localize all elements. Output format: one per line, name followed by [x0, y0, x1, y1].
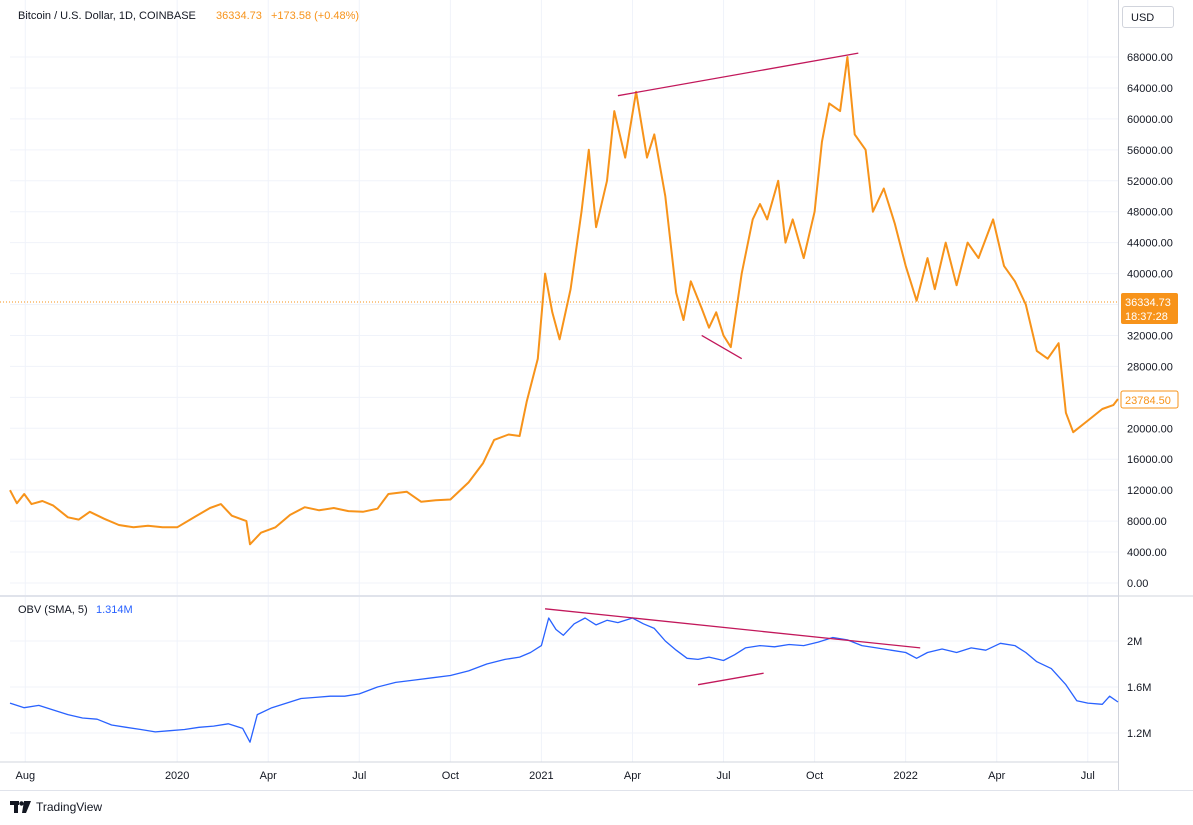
price-tick-label: 44000.00: [1127, 238, 1173, 250]
symbol-title[interactable]: Bitcoin / U.S. Dollar, 1D, COINBASE: [18, 10, 196, 22]
obv-tick-label: 2M: [1127, 636, 1142, 648]
price-tick-label: 64000.00: [1127, 83, 1173, 95]
obv-line: [9, 617, 1119, 743]
time-tick-label: Oct: [806, 770, 823, 782]
time-tick-label: Jul: [1081, 770, 1095, 782]
time-tick-label: Apr: [624, 770, 641, 782]
obv-tick-label: 1.6M: [1127, 682, 1151, 694]
trendlines[interactable]: [544, 52, 921, 686]
btc-price-line: [9, 56, 1119, 546]
price-tick-label: 4000.00: [1127, 547, 1167, 559]
price-tick-label: 68000.00: [1127, 52, 1173, 64]
price-change: +173.58 (+0.48%): [271, 10, 360, 22]
price-tick-label: 0.00: [1127, 578, 1148, 590]
time-tick-label: 2021: [529, 770, 553, 782]
indicator-value: 1.314M: [96, 604, 133, 616]
obv-trendline: [697, 672, 764, 686]
price-tick-label: 20000.00: [1127, 423, 1173, 435]
obv-trendline: [544, 608, 921, 649]
price-tick-label: 16000.00: [1127, 454, 1173, 466]
price-trendline: [701, 334, 743, 360]
price-trendline: [617, 52, 859, 97]
time-tick-label: Aug: [16, 770, 36, 782]
main-pane-series: [9, 56, 1119, 546]
last-close-badge: [1120, 390, 1179, 409]
obv-pane-series: [9, 617, 1119, 743]
price-tick-label: 52000.00: [1127, 176, 1173, 188]
time-tick-label: Apr: [988, 770, 1005, 782]
tradingview-brand[interactable]: TradingView: [10, 798, 102, 816]
last-close-label: 23784.50: [1125, 395, 1171, 407]
time-tick-label: Jul: [352, 770, 366, 782]
bar-countdown-label: 18:37:28: [1125, 311, 1168, 323]
price-tick-label: 60000.00: [1127, 114, 1173, 126]
chart-frame: [0, 0, 1193, 791]
price-tick-label: 40000.00: [1127, 269, 1173, 281]
current-price-label: 36334.73: [1125, 297, 1171, 309]
current-price-badge: [1121, 293, 1178, 324]
obv-pane-grid: [10, 597, 1118, 762]
time-tick-label: Oct: [442, 770, 459, 782]
price-tick-label: 28000.00: [1127, 361, 1173, 373]
price-tick-label: 12000.00: [1127, 485, 1173, 497]
indicator-title[interactable]: OBV (SMA, 5): [18, 604, 88, 616]
obv-value-axis[interactable]: 1.2M 1.6M 2M: [1127, 636, 1151, 740]
tradingview-logo-icon: [10, 801, 31, 813]
brand-name: TradingView: [36, 800, 103, 814]
time-axis[interactable]: Aug 2020 Apr Jul Oct 2021 Apr Jul Oct 2022 Apr Jul: [16, 770, 1095, 782]
time-tick-label: 2020: [165, 770, 189, 782]
time-tick-label: Jul: [717, 770, 731, 782]
price-tick-label: 8000.00: [1127, 516, 1167, 528]
obv-tick-label: 1.2M: [1127, 728, 1151, 740]
currency-button[interactable]: USD: [1122, 6, 1174, 28]
price-tick-label: 48000.00: [1127, 207, 1173, 219]
last-price: 36334.73: [216, 10, 262, 22]
main-pane-grid: [10, 0, 1118, 595]
price-tick-label: 32000.00: [1127, 330, 1173, 342]
time-tick-label: Apr: [260, 770, 277, 782]
price-tick-label: 56000.00: [1127, 145, 1173, 157]
time-tick-label: 2022: [893, 770, 917, 782]
